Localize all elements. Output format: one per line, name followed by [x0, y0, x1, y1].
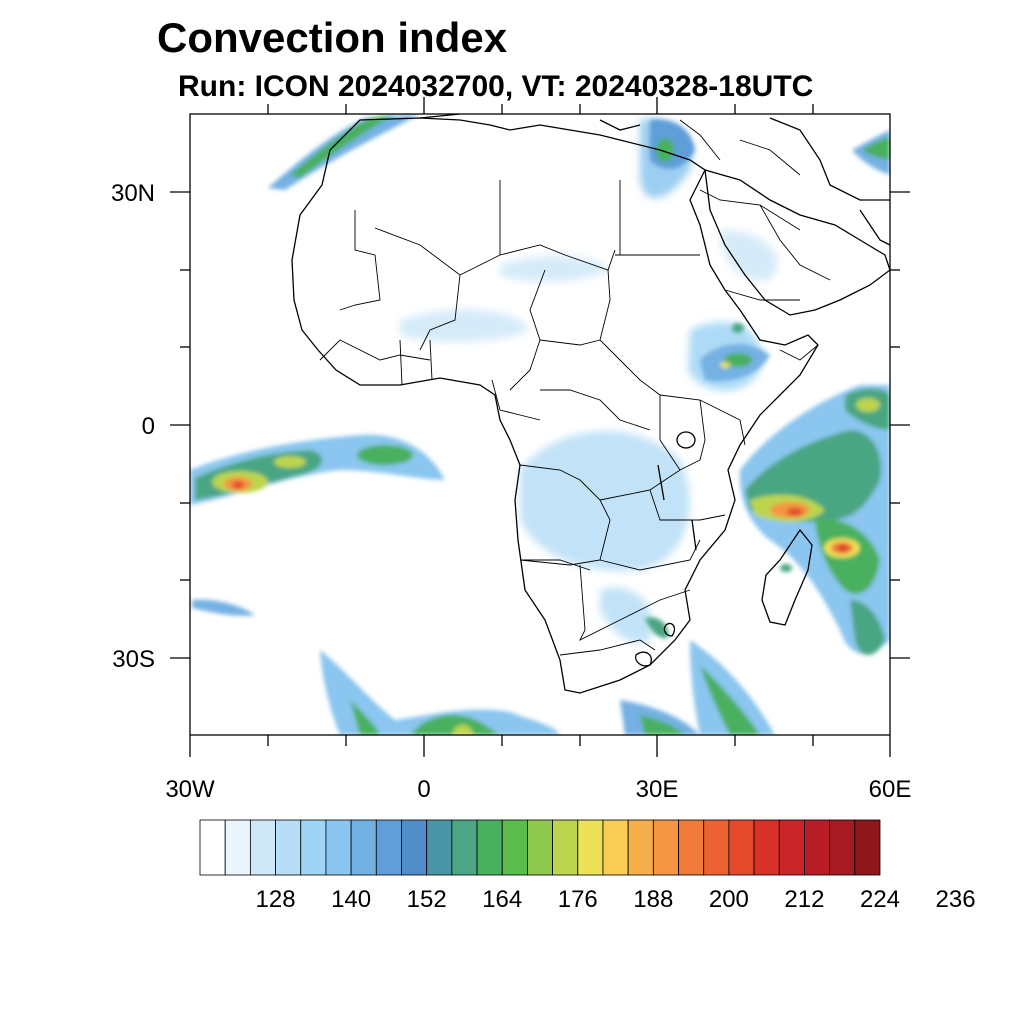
colorbar-swatch — [753, 819, 780, 876]
colorbar-swatch — [401, 819, 428, 876]
band-north-atlantic — [268, 114, 420, 190]
colorbar-swatch — [778, 819, 805, 876]
band-southeast-africa — [690, 640, 775, 735]
colorbar-swatch — [375, 819, 402, 876]
coastlines — [291, 114, 890, 694]
colorbar-swatch — [300, 819, 327, 876]
lat-tick-label-0: 0 — [141, 413, 155, 440]
colorbar-tick-label: 212 — [784, 886, 825, 913]
cloud-congo — [520, 431, 690, 571]
colorbar-swatch — [703, 819, 730, 876]
colorbar-swatch — [577, 819, 604, 876]
colorbar-swatch — [350, 819, 377, 876]
colorbar-swatch — [728, 819, 755, 876]
colorbar-tick-label: 140 — [331, 886, 372, 913]
lat-tick-label-30s: 30S — [112, 646, 155, 673]
colorbar-tick-label: 164 — [482, 886, 523, 913]
cloud-arabia — [720, 230, 778, 281]
colorbar-tick-label: 200 — [708, 886, 749, 913]
colorbar-swatch — [199, 819, 226, 876]
lake-victoria — [676, 431, 696, 449]
lake-tanganyika — [657, 464, 665, 501]
run-subtitle: Run: ICON 2024032700, VT: 20240328-18UTC — [178, 70, 814, 103]
colorbar-tick-label: 188 — [633, 886, 674, 913]
colorbar-swatch — [451, 819, 478, 876]
colorbar-swatch — [854, 819, 881, 876]
lon-tick-label-60e: 60E — [868, 776, 912, 803]
colorbar-swatch — [552, 819, 579, 876]
cloud-north-africa — [500, 255, 610, 282]
band-south-atlantic — [320, 650, 560, 735]
page-title: Convection index — [157, 14, 508, 61]
colorbar-swatch — [678, 819, 705, 876]
madagascar-coast — [761, 528, 813, 626]
country-borders — [319, 119, 831, 656]
colorbar-swatch — [275, 819, 302, 876]
colorbar-swatch — [829, 819, 856, 876]
lake-malawi — [691, 519, 697, 551]
lon-tick-label-30e: 30E — [635, 776, 679, 803]
map-frame — [170, 97, 910, 757]
colorbar-swatch — [501, 819, 528, 876]
colorbar-swatch — [804, 819, 831, 876]
colorbar-tick-label: 128 — [255, 886, 296, 913]
colorbar-swatch — [426, 819, 453, 876]
colorbar-swatch — [249, 819, 276, 876]
colorbar-swatch — [224, 819, 251, 876]
colorbar — [199, 819, 881, 876]
lon-tick-label-30w: 30W — [165, 776, 215, 803]
colorbar-tick-label: 176 — [557, 886, 598, 913]
lat-tick-label-30n: 30N — [110, 180, 155, 207]
colorbar-tick-label: 224 — [859, 886, 901, 913]
colorbar-swatch — [602, 819, 629, 876]
colorbar-swatch — [652, 819, 679, 876]
africa-coast — [291, 117, 819, 694]
colorbar-swatch — [627, 819, 654, 876]
arabia-coast — [704, 169, 890, 316]
cloud-southern-africa — [600, 587, 652, 643]
strip-south-atlantic-west — [192, 599, 255, 616]
colorbar-swatch — [476, 819, 503, 876]
lon-tick-label-0: 0 — [417, 776, 431, 803]
colorbar-tick-label: 152 — [406, 886, 447, 913]
cloud-sahel — [400, 309, 530, 342]
convection-field — [190, 114, 890, 735]
colorbar-tick-label: 236 — [935, 886, 976, 913]
colorbar-swatch — [527, 819, 553, 876]
colorbar-swatch — [325, 819, 352, 876]
lakes — [635, 431, 697, 667]
